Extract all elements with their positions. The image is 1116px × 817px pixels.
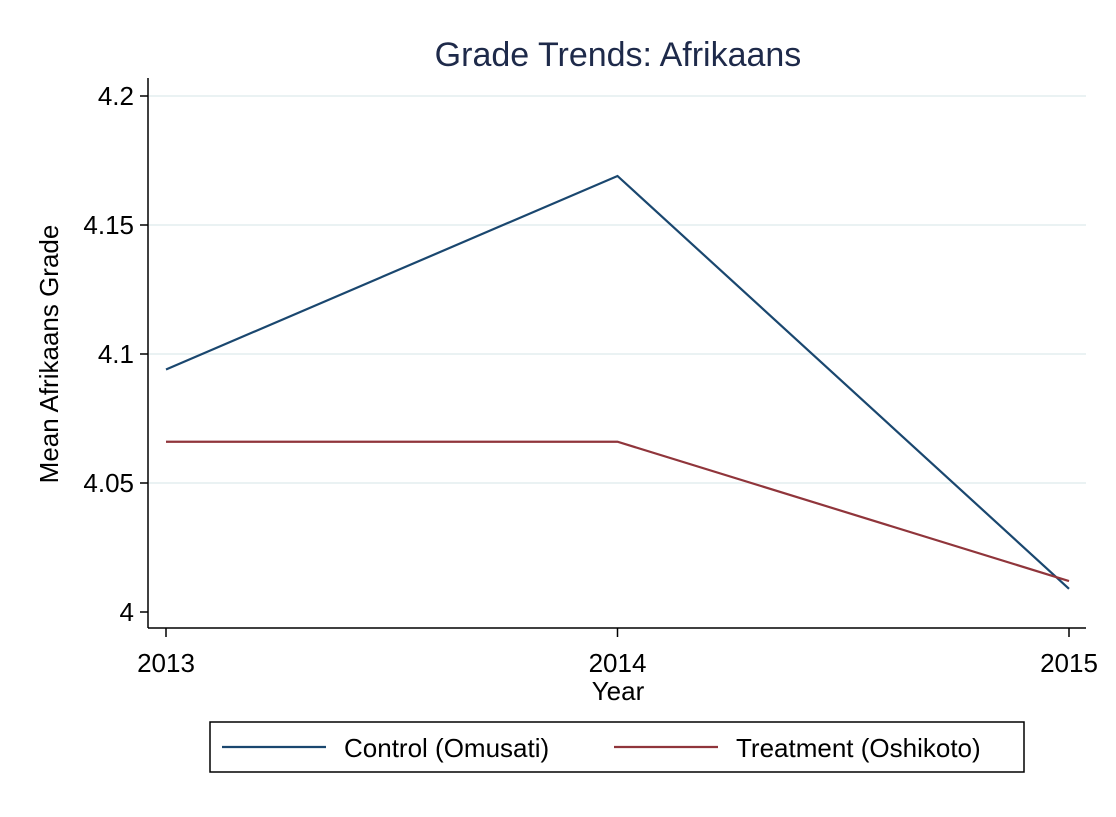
tick-labels: 4 4.05 4.1 4.15 4.2 2013 2014 2015	[83, 81, 1098, 678]
y-tick-label: 4.1	[98, 339, 134, 369]
y-tick-label: 4.2	[98, 81, 134, 111]
y-tick-label: 4.15	[83, 210, 134, 240]
x-tick-label: 2014	[589, 648, 647, 678]
legend-label-treatment: Treatment (Oshikoto)	[736, 733, 981, 763]
series-line-control	[165, 174, 1070, 590]
legend-label-control: Control (Omusati)	[344, 733, 549, 763]
x-tick-label: 2015	[1040, 648, 1098, 678]
grid-lines	[149, 95, 1086, 484]
series-line-treatment	[166, 440, 1070, 583]
x-axis-label: Year	[592, 676, 645, 706]
y-tick-label: 4.05	[83, 468, 134, 498]
y-tick-label: 4	[120, 597, 134, 627]
chart-title: Grade Trends: Afrikaans	[435, 36, 802, 74]
series-lines	[165, 174, 1070, 590]
legend: Control (Omusati) Treatment (Oshikoto)	[209, 721, 1025, 773]
x-tick-label: 2013	[137, 648, 195, 678]
y-axis-label: Mean Afrikaans Grade	[34, 225, 64, 484]
